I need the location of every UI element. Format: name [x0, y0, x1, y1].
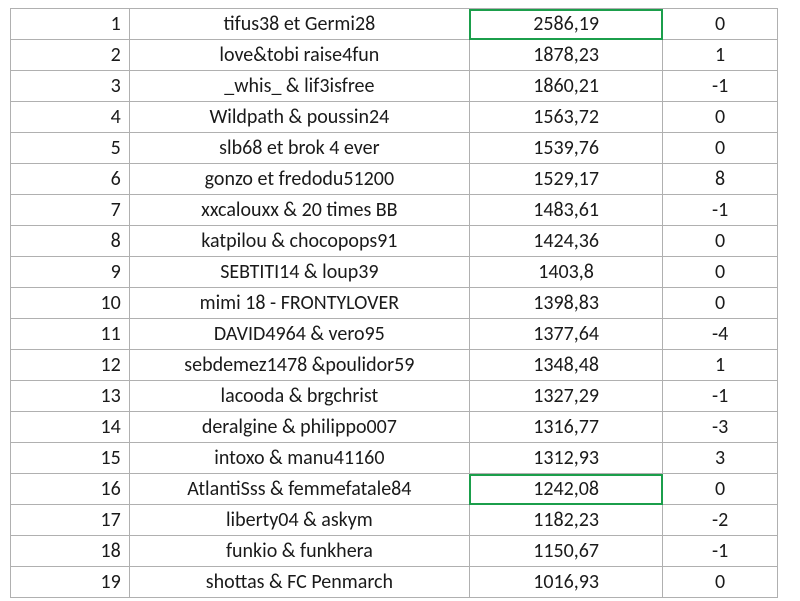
cell-index[interactable]: 4	[11, 102, 130, 133]
table-row: 16AtlantiSss & femmefatale841242,080	[11, 474, 778, 505]
cell-score[interactable]: 1424,36	[469, 226, 662, 257]
cell-name[interactable]: deralgine & philippo007	[129, 412, 469, 443]
cell-delta[interactable]: 3	[663, 443, 778, 474]
cell-score[interactable]: 1316,77	[469, 412, 662, 443]
cell-index[interactable]: 12	[11, 350, 130, 381]
cell-name[interactable]: lacooda & brgchrist	[129, 381, 469, 412]
cell-score[interactable]: 1860,21	[469, 71, 662, 102]
cell-delta[interactable]: 8	[663, 164, 778, 195]
cell-index[interactable]: 7	[11, 195, 130, 226]
cell-index[interactable]: 14	[11, 412, 130, 443]
cell-name[interactable]: SEBTITI14 & loup39	[129, 257, 469, 288]
cell-index[interactable]: 9	[11, 257, 130, 288]
cell-name[interactable]: katpilou & chocopops91	[129, 226, 469, 257]
table-row: 3_whis_ & lif3isfree1860,21-1	[11, 71, 778, 102]
cell-name[interactable]: _whis_ & lif3isfree	[129, 71, 469, 102]
cell-score[interactable]: 1242,08	[469, 474, 662, 505]
cell-score[interactable]: 2586,19	[469, 9, 662, 40]
cell-delta[interactable]: 0	[663, 102, 778, 133]
table-row: 2love&tobi raise4fun1878,231	[11, 40, 778, 71]
cell-score[interactable]: 1483,61	[469, 195, 662, 226]
cell-score[interactable]: 1348,48	[469, 350, 662, 381]
cell-index[interactable]: 2	[11, 40, 130, 71]
cell-index[interactable]: 19	[11, 567, 130, 598]
cell-index[interactable]: 16	[11, 474, 130, 505]
cell-index[interactable]: 13	[11, 381, 130, 412]
cell-score[interactable]: 1150,67	[469, 536, 662, 567]
cell-score[interactable]: 1403,8	[469, 257, 662, 288]
cell-delta[interactable]: 0	[663, 226, 778, 257]
table-row: 11DAVID4964 & vero951377,64-4	[11, 319, 778, 350]
table-row: 8katpilou & chocopops911424,360	[11, 226, 778, 257]
spreadsheet-table-wrap: 1tifus38 et Germi282586,1902love&tobi ra…	[0, 0, 800, 601]
table-row: 5slb68 et brok 4 ever1539,760	[11, 133, 778, 164]
table-row: 6gonzo et fredodu512001529,178	[11, 164, 778, 195]
cell-delta[interactable]: -1	[663, 195, 778, 226]
cell-name[interactable]: AtlantiSss & femmefatale84	[129, 474, 469, 505]
cell-name[interactable]: funkio & funkhera	[129, 536, 469, 567]
table-row: 7xxcalouxx & 20 times BB1483,61-1	[11, 195, 778, 226]
cell-delta[interactable]: -1	[663, 536, 778, 567]
cell-delta[interactable]: 0	[663, 474, 778, 505]
cell-delta[interactable]: 0	[663, 288, 778, 319]
cell-delta[interactable]: -1	[663, 381, 778, 412]
cell-name[interactable]: mimi 18 - FRONTYLOVER	[129, 288, 469, 319]
cell-index[interactable]: 8	[11, 226, 130, 257]
cell-score[interactable]: 1377,64	[469, 319, 662, 350]
table-row: 18funkio & funkhera1150,67-1	[11, 536, 778, 567]
cell-index[interactable]: 15	[11, 443, 130, 474]
cell-delta[interactable]: 1	[663, 350, 778, 381]
table-row: 14deralgine & philippo0071316,77-3	[11, 412, 778, 443]
cell-index[interactable]: 5	[11, 133, 130, 164]
table-row: 9SEBTITI14 & loup391403,80	[11, 257, 778, 288]
cell-score[interactable]: 1539,76	[469, 133, 662, 164]
table-row: 12sebdemez1478 &poulidor591348,481	[11, 350, 778, 381]
table-row: 1tifus38 et Germi282586,190	[11, 9, 778, 40]
cell-index[interactable]: 1	[11, 9, 130, 40]
cell-name[interactable]: shottas & FC Penmarch	[129, 567, 469, 598]
cell-delta[interactable]: 0	[663, 567, 778, 598]
cell-delta[interactable]: -2	[663, 505, 778, 536]
cell-index[interactable]: 3	[11, 71, 130, 102]
cell-name[interactable]: intoxo & manu41160	[129, 443, 469, 474]
cell-name[interactable]: love&tobi raise4fun	[129, 40, 469, 71]
cell-score[interactable]: 1312,93	[469, 443, 662, 474]
table-row: 4Wildpath & poussin241563,720	[11, 102, 778, 133]
table-row: 19shottas & FC Penmarch1016,930	[11, 567, 778, 598]
cell-index[interactable]: 11	[11, 319, 130, 350]
cell-name[interactable]: DAVID4964 & vero95	[129, 319, 469, 350]
cell-index[interactable]: 6	[11, 164, 130, 195]
cell-delta[interactable]: 0	[663, 9, 778, 40]
cell-score[interactable]: 1016,93	[469, 567, 662, 598]
cell-index[interactable]: 10	[11, 288, 130, 319]
cell-index[interactable]: 18	[11, 536, 130, 567]
table-row: 17liberty04 & askym1182,23-2	[11, 505, 778, 536]
ranking-table: 1tifus38 et Germi282586,1902love&tobi ra…	[10, 8, 778, 598]
cell-name[interactable]: tifus38 et Germi28	[129, 9, 469, 40]
cell-score[interactable]: 1878,23	[469, 40, 662, 71]
cell-score[interactable]: 1327,29	[469, 381, 662, 412]
cell-name[interactable]: sebdemez1478 &poulidor59	[129, 350, 469, 381]
cell-delta[interactable]: -3	[663, 412, 778, 443]
cell-delta[interactable]: 0	[663, 133, 778, 164]
cell-name[interactable]: liberty04 & askym	[129, 505, 469, 536]
table-row: 15intoxo & manu411601312,933	[11, 443, 778, 474]
cell-index[interactable]: 17	[11, 505, 130, 536]
cell-delta[interactable]: 1	[663, 40, 778, 71]
cell-score[interactable]: 1182,23	[469, 505, 662, 536]
cell-score[interactable]: 1529,17	[469, 164, 662, 195]
table-row: 13lacooda & brgchrist1327,29-1	[11, 381, 778, 412]
cell-delta[interactable]: -1	[663, 71, 778, 102]
cell-delta[interactable]: 0	[663, 257, 778, 288]
cell-name[interactable]: Wildpath & poussin24	[129, 102, 469, 133]
cell-score[interactable]: 1398,83	[469, 288, 662, 319]
cell-delta[interactable]: -4	[663, 319, 778, 350]
cell-name[interactable]: xxcalouxx & 20 times BB	[129, 195, 469, 226]
table-row: 10mimi 18 - FRONTYLOVER1398,830	[11, 288, 778, 319]
cell-score[interactable]: 1563,72	[469, 102, 662, 133]
cell-name[interactable]: gonzo et fredodu51200	[129, 164, 469, 195]
cell-name[interactable]: slb68 et brok 4 ever	[129, 133, 469, 164]
